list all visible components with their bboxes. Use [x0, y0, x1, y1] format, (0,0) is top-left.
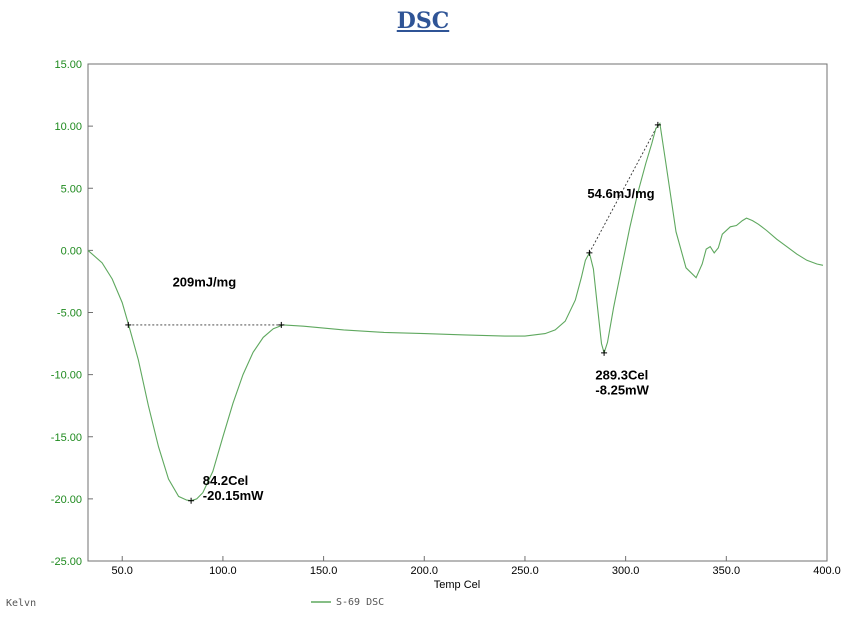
legend-label: S-69 DSC — [336, 597, 384, 608]
y-tick-label: -5.00 — [57, 308, 82, 320]
y-tick-label: 0.00 — [61, 245, 82, 257]
y-tick-label: 5.00 — [61, 183, 82, 195]
x-axis-label: Temp Cel — [434, 579, 480, 591]
point-marker — [601, 349, 608, 356]
y-tick-label: 15.00 — [54, 59, 82, 71]
x-axis-ticks: 50.0 100.0 150.0 200.0 250.0 300.0 350.0 400.0 — [112, 556, 841, 577]
integration-baseline — [588, 124, 659, 254]
x-tick-label: 200.0 — [411, 565, 439, 577]
series-line-s69 — [87, 122, 824, 502]
annotation-label: 289.3Cel -8.25mW — [595, 368, 649, 398]
y-tick-label: 10.00 — [54, 121, 82, 133]
footer-unit-label: Kelvn — [6, 598, 37, 609]
point-marker — [586, 249, 593, 256]
x-tick-label: 300.0 — [612, 565, 640, 577]
y-tick-label: -10.00 — [51, 370, 82, 382]
y-tick-label: -25.00 — [51, 556, 82, 568]
page-title: DSC — [396, 8, 450, 34]
y-tick-label: -15.00 — [51, 432, 82, 444]
baselines — [128, 124, 659, 326]
x-tick-label: 400.0 — [813, 565, 841, 577]
legend: S-69 DSC — [311, 597, 384, 608]
annotation-label: 54.6mJ/mg — [587, 186, 654, 201]
point-marker — [188, 497, 195, 504]
x-tick-label: 250.0 — [511, 565, 539, 577]
y-tick-label: -20.00 — [51, 494, 82, 506]
x-tick-label: 150.0 — [310, 565, 338, 577]
point-marker — [125, 321, 132, 328]
x-tick-label: 350.0 — [713, 565, 741, 577]
annotation-label: 209mJ/mg — [173, 274, 237, 289]
point-marker — [278, 321, 285, 328]
plot-frame — [87, 63, 828, 562]
y-axis-ticks: 15.00 10.00 5.00 0.00 -5.00 -10.00 -15.00 -20.0… — [51, 59, 93, 568]
annotations: 209mJ/mg 84.2Cel -20.15mW 54.6mJ/mg 289.3Cel… — [173, 186, 655, 503]
annotation-label: 84.2Cel -20.15mW — [203, 473, 264, 503]
x-tick-label: 100.0 — [209, 565, 237, 577]
point-markers — [125, 121, 661, 504]
point-marker — [654, 121, 661, 128]
x-tick-label: 50.0 — [112, 565, 133, 577]
